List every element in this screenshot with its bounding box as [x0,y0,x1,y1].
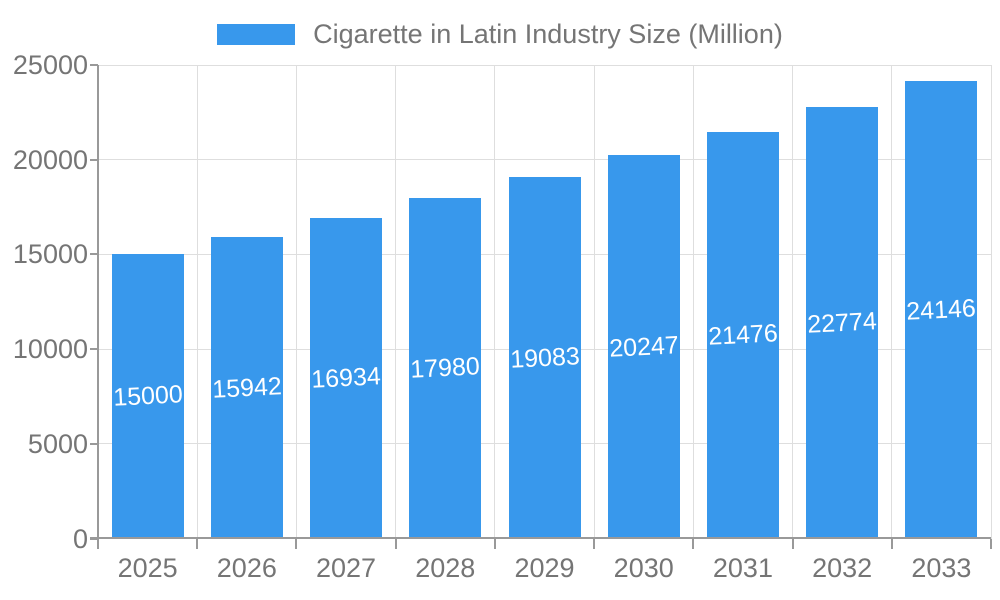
bar[interactable] [508,177,581,539]
x-axis-tick [791,538,794,549]
vertical-gridline [196,65,198,539]
y-axis-line [97,65,99,539]
y-axis-tick-label: 25000 [12,50,88,80]
x-axis-tick [394,538,397,549]
x-axis-tick-label: 2029 [514,553,575,583]
x-axis-tick [196,538,199,549]
x-axis-tick [295,538,298,549]
bar[interactable] [607,155,680,539]
vertical-gridline [692,65,694,539]
x-axis-tick-label: 2031 [712,553,773,583]
bar-value-label: 19083 [509,341,580,374]
bar[interactable] [409,197,482,539]
x-axis-tick-label: 2026 [216,553,277,583]
x-axis-tick [692,538,695,549]
vertical-gridline [593,65,595,539]
bar-value-label: 17980 [409,352,481,385]
legend-label: Cigarette in Latin Industry Size (Millio… [313,19,783,49]
x-axis-tick [890,538,893,549]
x-axis-tick-label: 2030 [613,553,674,583]
bar-value-label: 21476 [707,319,779,351]
bar-value-label: 16934 [310,362,382,394]
bar[interactable] [806,107,879,539]
bar[interactable] [210,236,283,539]
bar[interactable] [905,81,978,539]
bar-value-label: 20247 [608,330,680,363]
bar[interactable] [310,217,383,539]
y-axis-tick-label: 20000 [12,144,88,175]
x-axis-tick [97,538,99,549]
x-axis-line [90,537,991,539]
bar[interactable] [706,131,779,539]
vertical-gridline [395,65,397,539]
x-axis-tick [593,538,596,549]
bar-value-label: 22774 [806,307,878,339]
vertical-gridline [295,65,297,539]
y-axis-tick-label: 15000 [12,239,88,270]
vertical-gridline [990,65,992,539]
y-axis-tick [90,537,98,540]
vertical-gridline [494,65,496,539]
x-axis-tick-label: 2027 [316,553,377,583]
x-axis-tick [493,538,496,549]
vertical-gridline [792,65,794,539]
legend-swatch [217,24,296,45]
bar-value-label: 24146 [905,294,977,326]
bar-value-label: 15942 [211,371,283,404]
y-axis-tick [90,442,98,445]
y-axis-tick [90,64,98,66]
x-axis-tick-label: 2025 [117,553,178,583]
bar-value-label: 15000 [112,380,184,413]
x-axis-tick-label: 2028 [415,553,476,583]
legend[interactable]: Cigarette in Latin Industry Size (Millio… [0,19,1000,50]
y-axis-tick [90,158,98,161]
y-axis-tick-label: 5000 [27,428,88,459]
y-axis-tick [90,348,98,351]
y-axis-tick-label: 10000 [12,334,88,365]
y-axis-tick-label: 0 [72,523,88,554]
x-axis-tick [990,538,992,549]
horizontal-gridline [98,64,991,66]
bar[interactable] [111,254,184,539]
horizontal-gridline [98,159,991,161]
x-axis-tick-label: 2033 [911,553,972,583]
vertical-gridline [891,65,893,539]
x-axis-tick-label: 2032 [812,553,873,583]
y-axis-tick [90,253,98,256]
